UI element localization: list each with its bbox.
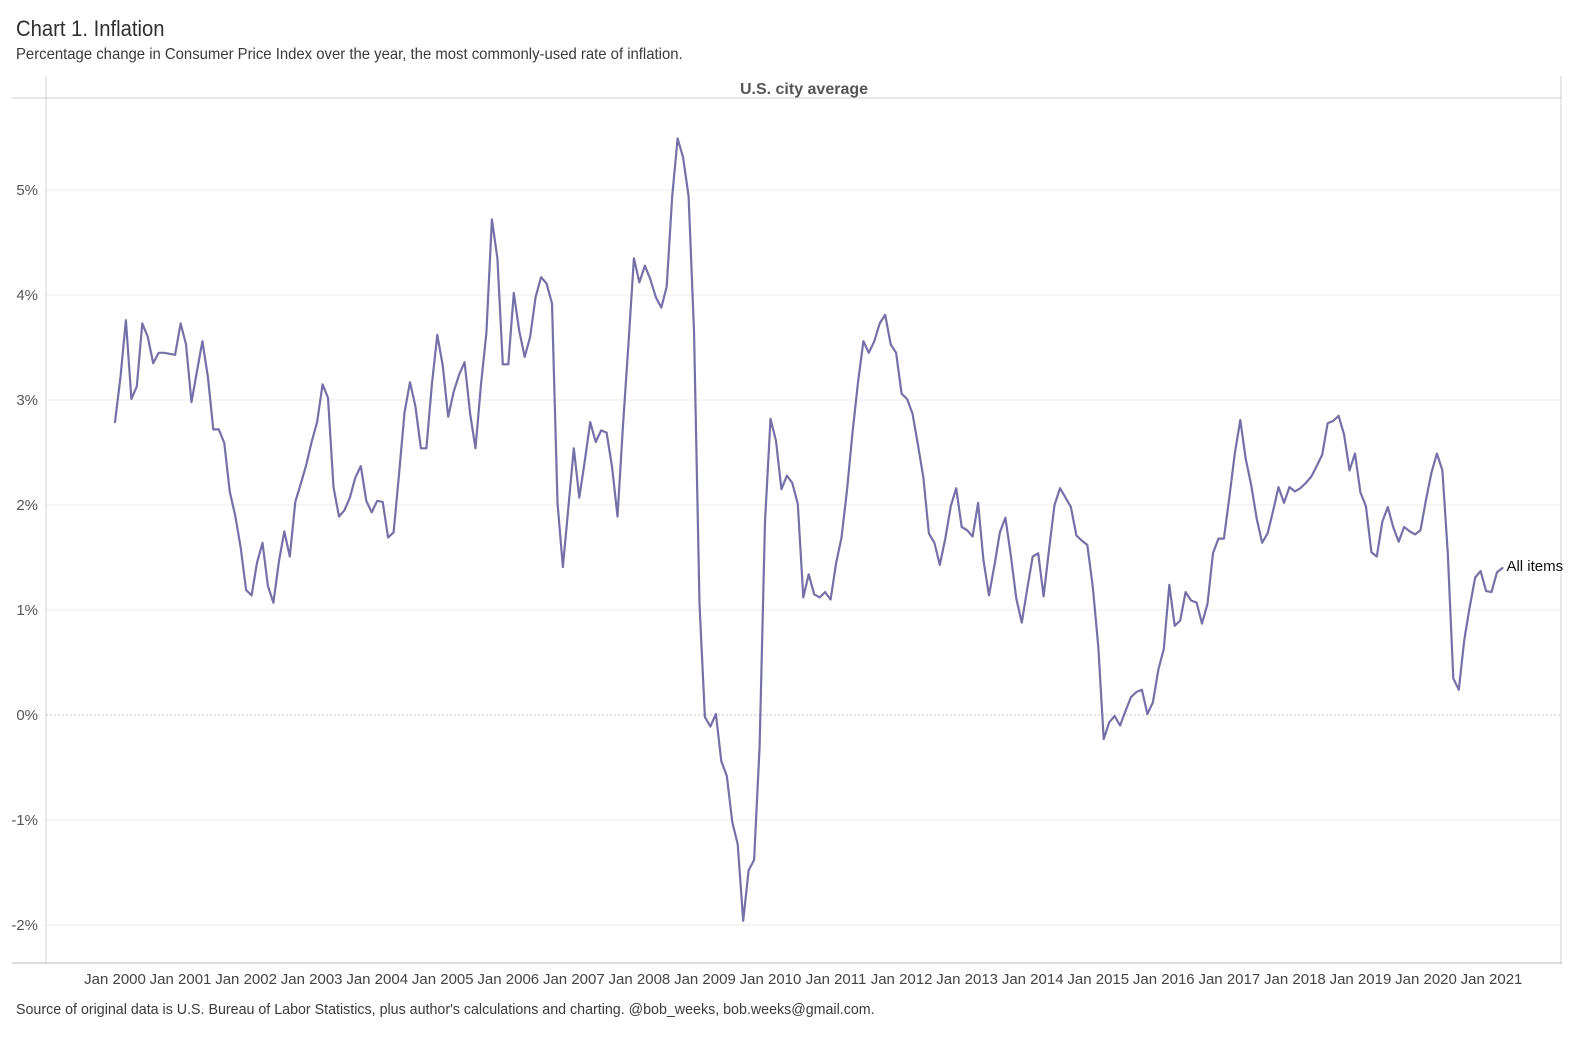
x-tick-label: Jan 2002 xyxy=(215,971,277,988)
x-tick-label: Jan 2008 xyxy=(609,971,671,988)
source-note: Source of original data is U.S. Bureau o… xyxy=(16,1001,875,1018)
y-tick-label: 1% xyxy=(16,602,38,619)
x-tick-label: Jan 2003 xyxy=(281,971,343,988)
y-tick-label: 0% xyxy=(16,707,38,724)
y-tick-label: 4% xyxy=(16,287,38,304)
x-tick-label: Jan 2016 xyxy=(1133,971,1195,988)
x-tick-label: Jan 2006 xyxy=(477,971,539,988)
x-tick-label: Jan 2009 xyxy=(674,971,736,988)
series-end-label: All items xyxy=(1506,558,1563,575)
x-tick-label: Jan 2005 xyxy=(412,971,474,988)
chart-subtitle: Percentage change in Consumer Price Inde… xyxy=(16,46,683,63)
series-line-all-items xyxy=(113,137,1504,922)
x-tick-label: Jan 2017 xyxy=(1198,971,1260,988)
chart-title: Chart 1. Inflation xyxy=(16,16,165,41)
x-tick-label: Jan 2014 xyxy=(1002,971,1064,988)
x-tick-label: Jan 2019 xyxy=(1330,971,1392,988)
y-tick-label: 2% xyxy=(16,497,38,514)
gridlines xyxy=(46,189,1561,926)
y-tick-label: -2% xyxy=(11,917,38,934)
x-tick-label: Jan 2000 xyxy=(84,971,146,988)
series-layer: All items xyxy=(113,137,1563,922)
panel-label: U.S. city average xyxy=(740,81,868,98)
x-axis-ticks: Jan 2000 Jan 2001 Jan 2002 Jan 2003 Jan 2004… xyxy=(84,971,1522,988)
x-tick-label: Jan 2011 xyxy=(806,971,867,988)
y-tick-label: -1% xyxy=(11,812,38,829)
x-tick-label: Jan 2013 xyxy=(936,971,998,988)
x-tick-label: Jan 2015 xyxy=(1067,971,1129,988)
x-tick-label: Jan 2004 xyxy=(346,971,408,988)
y-tick-label: 3% xyxy=(16,392,38,409)
x-tick-label: Jan 2007 xyxy=(543,971,605,988)
y-tick-label: 5% xyxy=(16,182,38,199)
x-tick-label: Jan 2001 xyxy=(150,971,212,988)
y-axis-ticks: 5% 4% 3% 2% 1% 0% -1% -2% xyxy=(11,182,38,934)
x-tick-label: Jan 2018 xyxy=(1264,971,1326,988)
x-tick-label: Jan 2020 xyxy=(1395,971,1457,988)
x-tick-label: Jan 2010 xyxy=(740,971,802,988)
x-tick-label: Jan 2021 xyxy=(1461,971,1523,988)
x-tick-label: Jan 2012 xyxy=(871,971,933,988)
